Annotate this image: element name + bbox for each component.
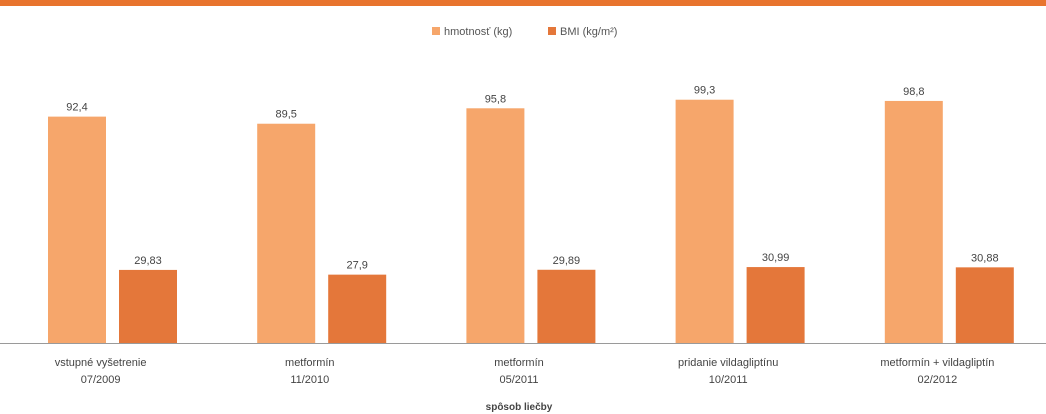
tick-label-c5-line1: metformín + vildagliptín [880, 357, 994, 369]
legend-label-1: hmotnosť (kg) [444, 26, 512, 38]
bars-group [48, 99, 1014, 344]
bar-s1-c5 [884, 100, 943, 343]
x-axis-title: spôsob liečby [486, 402, 553, 413]
tick-label-c3-line2: 05/2011 [500, 374, 539, 386]
data-label-s1-c4: 99,3 [694, 85, 715, 97]
legend-label-2: BMI (kg/m²) [560, 26, 617, 38]
tick-label-c1-line1: vstupné vyšetrenie [55, 357, 147, 369]
data-label-s2-c1: 29,83 [134, 255, 162, 267]
tick-label-c4-line2: 10/2011 [709, 374, 748, 386]
tick-label-c3-line1: metformín [494, 357, 544, 369]
data-label-s2-c5: 30,88 [971, 252, 999, 264]
data-label-s1-c3: 95,8 [485, 93, 506, 105]
tick-label-c1-line2: 07/2009 [81, 374, 121, 386]
data-label-s2-c4: 30,99 [762, 252, 790, 264]
data-label-s1-c2: 89,5 [275, 109, 296, 121]
bar-s1-c1 [48, 116, 106, 344]
top-accent-bar [0, 0, 1046, 6]
bar-s2-c4 [746, 267, 805, 343]
legend: hmotnosť (kg) BMI (kg/m²) [432, 26, 617, 38]
tick-label-c2-line2: 11/2010 [290, 374, 329, 386]
legend-swatch-2 [548, 27, 556, 35]
bar-s1-c4 [675, 99, 734, 343]
bar-s2-c3 [537, 269, 596, 343]
x-tick-labels-group: vstupné vyšetrenie 07/2009 metformín 11/201… [55, 357, 995, 386]
tick-label-c4-line1: pridanie vildagliptínu [678, 357, 778, 369]
data-label-s1-c1: 92,4 [66, 102, 87, 114]
bar-s1-c2 [257, 123, 316, 343]
bar-s2-c1 [119, 269, 177, 343]
tick-label-c5-line2: 02/2012 [918, 374, 958, 386]
bar-s2-c5 [955, 267, 1014, 343]
data-label-s1-c5: 98,8 [903, 86, 924, 98]
bar-s1-c3 [466, 108, 525, 343]
tick-label-c2-line1: metformín [285, 357, 335, 369]
data-labels-group: 92,4 29,83 89,5 27,9 95,8 29,89 99,3 30,99 98,8 3… [66, 85, 998, 272]
data-label-s2-c2: 27,9 [346, 260, 367, 272]
data-label-s2-c3: 29,89 [553, 255, 581, 267]
legend-swatch-1 [432, 27, 440, 35]
bar-s2-c2 [328, 274, 387, 343]
